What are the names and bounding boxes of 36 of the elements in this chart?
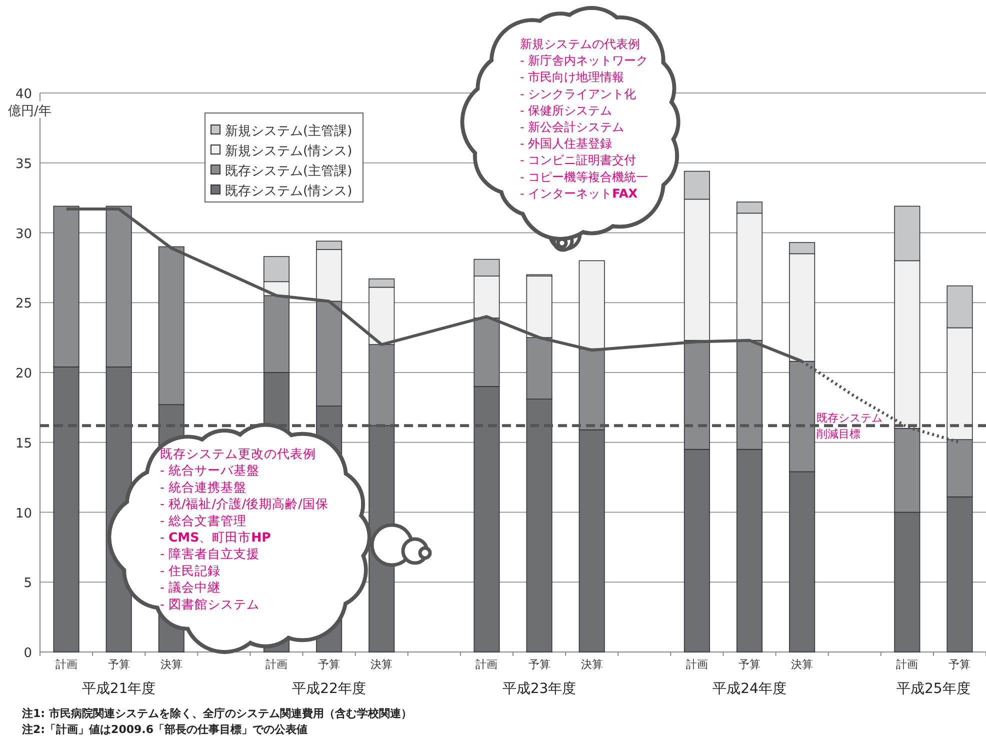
x-tick-label: 予算 — [318, 658, 340, 671]
text: 平成23年度 — [502, 681, 576, 697]
y-tick-label: 10 — [15, 506, 32, 522]
x-tick-label: 予算 — [948, 658, 971, 671]
text: 注2:「計画」値は2009.6「部長の仕事目標」での公表値 — [21, 723, 308, 736]
x-tick-label: 予算 — [108, 658, 130, 671]
x-tick-label: 予算 — [528, 658, 550, 671]
y-tick-label: 25 — [15, 296, 32, 312]
text: 平成22年度 — [292, 681, 366, 697]
x-tick-label: 計画 — [686, 658, 708, 671]
y-tick-label: 0 — [24, 646, 32, 661]
y-axis-title: 億円/年 — [8, 104, 52, 119]
y-tick-label: 20 — [15, 366, 32, 382]
y-tick-label: 30 — [15, 226, 32, 242]
y-tick-label: 40 — [15, 87, 32, 102]
text: 平成25年度 — [896, 681, 970, 697]
legend-label: 新規システム(情シス) — [225, 144, 352, 159]
legend-label: 既存システム(主管課) — [225, 163, 352, 179]
x-tick-label: 予算 — [738, 658, 760, 671]
x-tick-label: 計画 — [55, 658, 78, 671]
text: 平成21年度 — [82, 681, 156, 697]
y-tick-label: 15 — [15, 436, 32, 452]
x-tick-label: 決算 — [160, 658, 182, 671]
x-tick-label: 計画 — [896, 658, 918, 671]
x-tick-label: 計画 — [266, 658, 288, 671]
x-tick-label: 決算 — [580, 658, 603, 671]
x-tick-label: 計画 — [476, 658, 498, 671]
legend-label: 既存システム(情シス) — [225, 184, 352, 199]
x-tick-label: 決算 — [370, 658, 393, 671]
x-tick-label: 決算 — [791, 658, 814, 671]
y-tick-label: 5 — [24, 576, 32, 592]
y-tick-label: 35 — [15, 156, 32, 172]
text: 注1: 市民病院関連システムを除く、全庁のシステム関連費用（含む学校関連） — [21, 707, 412, 720]
text: 平成24年度 — [712, 681, 786, 697]
legend-label: 新規システム(主管課) — [225, 123, 352, 139]
ref-line-label: 既存システム削減目標 — [816, 412, 883, 441]
